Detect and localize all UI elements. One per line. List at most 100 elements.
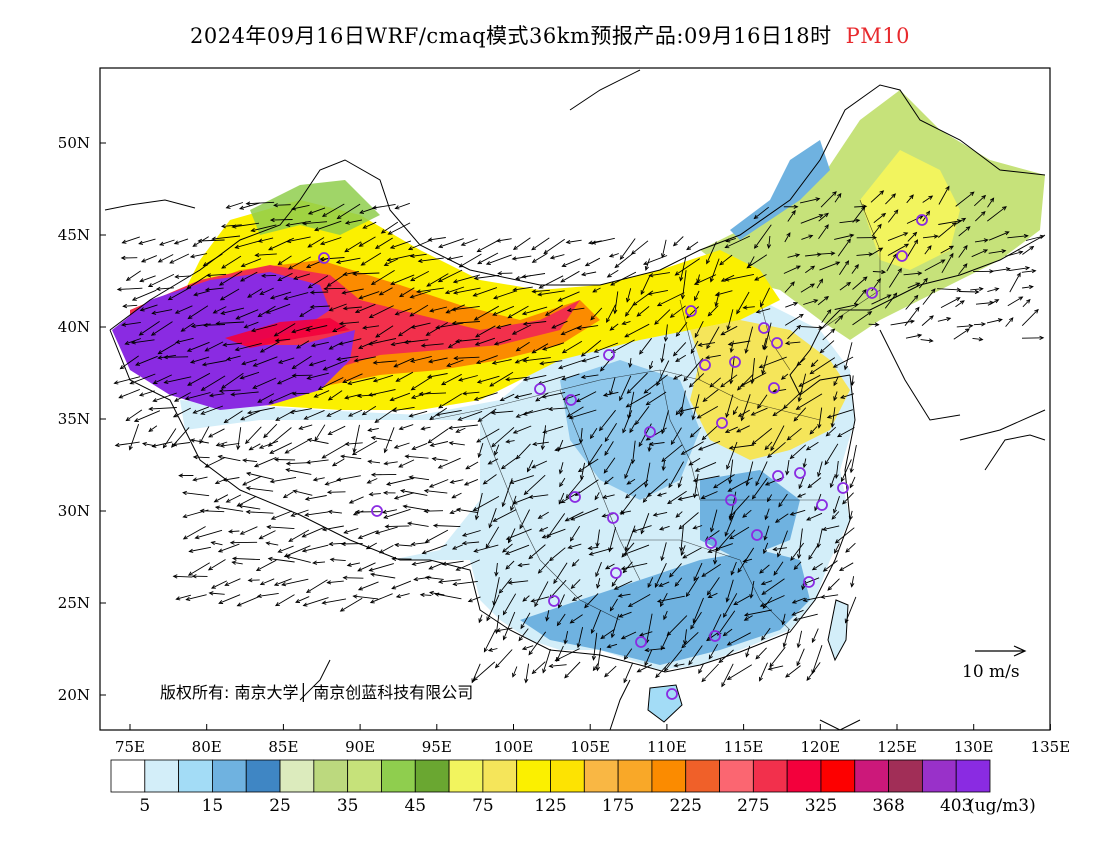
wind-vector — [284, 292, 309, 300]
wind-vector-head — [558, 365, 564, 370]
wind-vector — [743, 558, 753, 563]
wind-vector — [266, 303, 291, 314]
wind-vector-head — [724, 277, 730, 282]
wind-vector-head — [801, 585, 806, 591]
wind-vector-head — [307, 210, 313, 215]
wind-vector-head — [530, 598, 536, 603]
wind-vector — [496, 238, 512, 242]
wind-vector-head — [729, 535, 734, 540]
wind-vector-head — [213, 498, 219, 503]
wind-vector-head — [654, 582, 659, 588]
wind-vector-head — [796, 324, 802, 330]
wind-vector-head — [409, 358, 416, 363]
wind-vector — [1025, 235, 1044, 241]
wind-vector — [320, 257, 345, 260]
wind-vector-head — [369, 572, 375, 577]
wind-vector-head — [556, 621, 562, 627]
wind-vector — [629, 423, 636, 433]
wind-vector — [125, 338, 142, 345]
wind-vector — [665, 324, 668, 342]
colorbar-label: 403 — [940, 796, 972, 816]
wind-vector — [764, 508, 770, 520]
wind-vector-head — [824, 460, 829, 466]
wind-vector — [971, 249, 988, 258]
wind-vector-head — [818, 214, 824, 219]
wind-vector — [542, 342, 565, 351]
wind-vector — [835, 527, 855, 544]
wind-vector-head — [344, 395, 350, 400]
wind-vector — [328, 511, 342, 514]
wind-vector-head — [147, 283, 153, 287]
wind-vector-head — [269, 295, 275, 300]
wind-vector-head — [138, 240, 144, 245]
wind-vector — [584, 593, 599, 608]
wind-vector — [475, 325, 496, 338]
wind-vector-head — [956, 287, 962, 292]
wind-vector — [553, 562, 568, 584]
wind-vector-head — [234, 347, 240, 352]
wind-vector-head — [120, 255, 126, 261]
wind-vector — [885, 193, 896, 205]
wind-vector-head — [383, 514, 389, 519]
wind-vector-head — [923, 277, 928, 283]
wind-vector-head — [820, 594, 826, 599]
wind-vector-head — [545, 616, 550, 622]
wind-vector-head — [584, 262, 590, 267]
wind-vector-head — [626, 389, 632, 394]
wind-vector — [344, 241, 362, 253]
wind-vector-head — [472, 507, 478, 511]
wind-vector-head — [219, 443, 225, 448]
wind-vector-head — [259, 581, 265, 586]
wind-vector — [974, 211, 986, 222]
wind-vector-head — [733, 601, 739, 606]
wind-vector — [767, 494, 773, 502]
wind-vector — [754, 224, 772, 249]
wind-vector — [475, 492, 483, 520]
wind-vector-head — [486, 616, 491, 622]
wind-vector — [373, 374, 394, 382]
wind-vector — [602, 494, 615, 499]
colorbar-label: 125 — [534, 796, 566, 816]
wind-vector — [207, 273, 227, 277]
wind-vector-head — [256, 593, 262, 599]
wind-vector — [821, 309, 832, 323]
wind-vector — [708, 543, 733, 553]
wind-vector — [805, 265, 815, 274]
wind-vector — [709, 377, 721, 388]
wind-vector-head — [829, 483, 834, 489]
wind-vector — [680, 525, 684, 551]
city-marker — [635, 636, 647, 648]
wind-vector — [851, 576, 855, 587]
wind-vector-head — [659, 526, 664, 531]
wind-vector-head — [326, 282, 332, 287]
wind-vector-head — [656, 598, 662, 604]
city-marker — [685, 305, 697, 317]
wind-vector-head — [478, 618, 483, 624]
wind-vector — [433, 525, 461, 528]
wind-vector-head — [476, 379, 482, 384]
wind-vector-head — [402, 504, 408, 509]
wind-vector — [506, 440, 515, 443]
wind-vector-head — [592, 288, 598, 293]
wind-vector — [438, 269, 463, 283]
wind-vector — [674, 577, 683, 587]
wind-vector-head — [407, 246, 413, 251]
wind-vector-head — [816, 543, 821, 549]
wind-vector-head — [844, 618, 849, 624]
wind-vector-head — [285, 555, 291, 560]
wind-vector — [768, 235, 771, 249]
wind-vector-head — [660, 358, 665, 364]
wind-vector — [375, 325, 394, 338]
wind-vector-head — [762, 344, 767, 351]
wind-vector-head — [846, 281, 852, 287]
wind-vector — [559, 462, 564, 474]
lon-tick-label: 110E — [647, 738, 687, 756]
wind-vector — [845, 596, 857, 623]
wind-vector-head — [608, 253, 614, 258]
wind-vector-head — [983, 238, 989, 243]
wind-vector — [624, 461, 632, 479]
wind-vector — [221, 372, 244, 389]
wind-vector — [545, 304, 564, 316]
wind-vector-head — [429, 590, 434, 596]
wind-reference: 10 m/s — [962, 645, 1027, 682]
